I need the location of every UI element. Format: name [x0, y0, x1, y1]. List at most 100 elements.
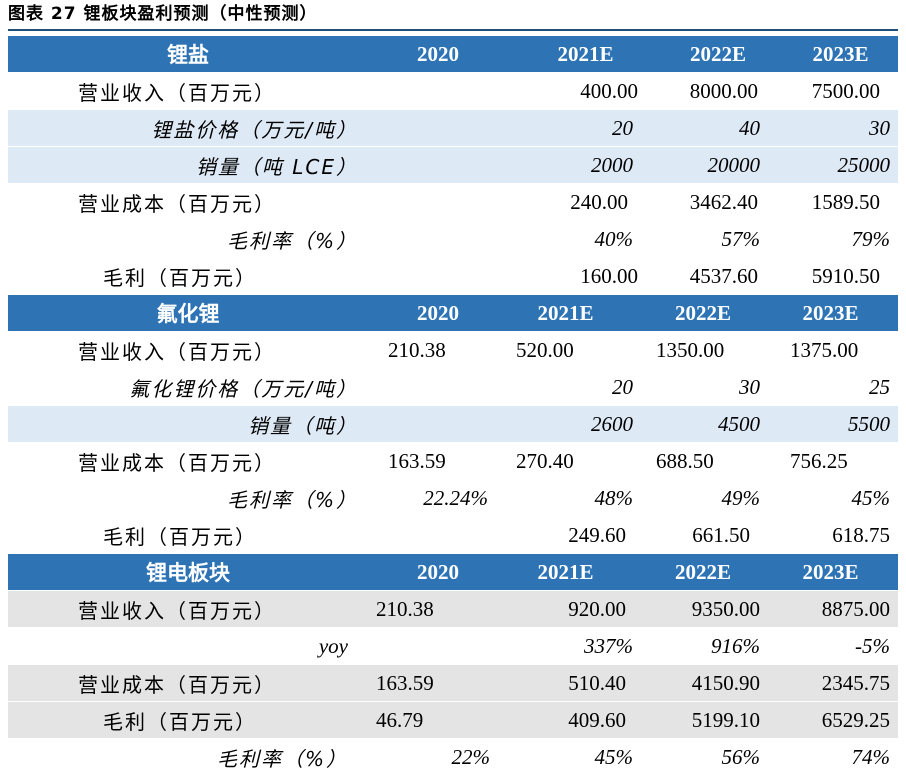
table-row: 营业成本（百万元） 163.59 510.40 4150.90 2345.75: [8, 665, 898, 702]
value-cell: 916%: [711, 633, 760, 658]
value-cell: 400.00: [580, 78, 638, 103]
row-label: 营业成本（百万元）: [78, 450, 276, 475]
year-header: 2020: [417, 41, 459, 66]
row-label: 毛利率（%）: [226, 487, 358, 512]
value-cell: 74%: [851, 744, 891, 769]
title-divider: [8, 29, 898, 31]
section-header-lithium-fluoride: 氟化锂 2020 2021E 2022E 2023E: [8, 295, 898, 332]
value-cell: 7500.00: [811, 78, 880, 103]
section-header-lithium-battery-segment: 锂电板块 2020 2021E 2022E 2023E: [8, 554, 898, 591]
value-cell: 40: [739, 115, 760, 140]
section-title: 锂盐: [167, 43, 209, 67]
row-label: 营业收入（百万元）: [78, 598, 276, 623]
value-cell: 270.40: [516, 448, 574, 473]
value-cell: 756.25: [790, 448, 848, 473]
value-cell: 22%: [451, 744, 491, 769]
table-row: 锂盐价格（万元/吨） 20 40 30: [8, 110, 898, 147]
table-row: 毛利率（%） 40% 57% 79%: [8, 221, 898, 258]
value-cell: 46.79: [376, 707, 424, 732]
table-row: 毛利（百万元） 46.79 409.60 5199.10 6529.25: [8, 702, 898, 739]
year-header: 2021E: [557, 41, 614, 66]
table-row: yoy 337% 916% -5%: [8, 628, 898, 665]
table-row: 销量（吨） 2600 4500 5500: [8, 406, 898, 443]
row-label: 氟化锂价格（万元/吨）: [129, 376, 358, 401]
value-cell: 249.60: [568, 522, 626, 547]
value-cell: 920.00: [568, 596, 626, 621]
year-header: 2021E: [537, 559, 594, 584]
figure-title: 图表 27 锂板块盈利预测（中性预测）: [8, 4, 318, 24]
table-row: 毛利（百万元） 249.60 661.50 618.75: [8, 517, 898, 554]
value-cell: 688.50: [656, 448, 714, 473]
value-cell: 337%: [584, 633, 633, 658]
value-cell: 5199.10: [691, 707, 760, 732]
value-cell: 5910.50: [811, 263, 880, 288]
value-cell: 661.50: [692, 522, 750, 547]
year-header: 2020: [417, 300, 459, 325]
value-cell: 20: [612, 374, 633, 399]
value-cell: 79%: [851, 226, 891, 251]
value-cell: 210.38: [388, 337, 446, 362]
value-cell: 45%: [851, 485, 891, 510]
row-label: yoy: [318, 633, 348, 658]
value-cell: 2600: [591, 411, 633, 436]
section-title: 氟化锂: [156, 302, 220, 326]
table-row: 营业收入（百万元） 210.38 520.00 1350.00 1375.00: [8, 332, 898, 369]
table-row: 氟化锂价格（万元/吨） 20 30 25: [8, 369, 898, 406]
row-label: 销量（吨 LCE）: [195, 154, 358, 179]
value-cell: 30: [869, 115, 890, 140]
value-cell: 56%: [721, 744, 761, 769]
row-label: 营业成本（百万元）: [78, 672, 276, 697]
section-title: 锂电板块: [146, 561, 230, 585]
value-cell: 22.24%: [423, 485, 488, 510]
value-cell: 5500: [848, 411, 890, 436]
row-label: 毛利（百万元）: [103, 709, 257, 734]
row-label: 营业收入（百万元）: [78, 80, 276, 105]
table-row: 营业成本（百万元） 240.00 3462.40 1589.50: [8, 184, 898, 221]
row-label: 营业收入（百万元）: [78, 339, 276, 364]
table-row: 销量（吨 LCE） 2000 20000 25000: [8, 147, 898, 184]
value-cell: 4500: [718, 411, 760, 436]
value-cell: 30: [739, 374, 760, 399]
row-label: 毛利率（%）: [216, 746, 348, 771]
value-cell: 57%: [721, 226, 761, 251]
value-cell: 2345.75: [821, 670, 890, 695]
year-header: 2023E: [802, 300, 859, 325]
value-cell: 163.59: [388, 448, 446, 473]
value-cell: 160.00: [580, 263, 638, 288]
row-label: 毛利（百万元）: [103, 524, 257, 549]
value-cell: 2000: [591, 152, 633, 177]
value-cell: 1350.00: [656, 337, 725, 362]
row-label: 锂盐价格（万元/吨）: [151, 117, 358, 142]
row-label: 营业成本（百万元）: [78, 191, 276, 216]
value-cell: 4537.60: [689, 263, 758, 288]
value-cell: 510.40: [568, 670, 626, 695]
table-row: 营业收入（百万元） 400.00 8000.00 7500.00: [8, 73, 898, 110]
value-cell: 210.38: [376, 596, 434, 621]
value-cell: 1589.50: [811, 189, 880, 214]
value-cell: 3462.40: [689, 189, 758, 214]
value-cell: 45%: [594, 744, 634, 769]
year-header: 2022E: [674, 559, 731, 584]
forecast-table: 锂盐 2020 2021E 2022E 2023E 营业收入（百万元） 400.…: [8, 36, 898, 776]
table-row: 毛利率（%） 22.24% 48% 49% 45%: [8, 480, 898, 517]
year-header: 2023E: [802, 559, 859, 584]
table-row: 毛利（百万元） 160.00 4537.60 5910.50: [8, 258, 898, 295]
row-label: 毛利（百万元）: [103, 265, 257, 290]
row-label: 销量（吨）: [248, 413, 358, 438]
table-row: 营业收入（百万元） 210.38 920.00 9350.00 8875.00: [8, 591, 898, 628]
value-cell: 1375.00: [790, 337, 859, 362]
year-header: 2021E: [537, 300, 594, 325]
row-label: 毛利率（%）: [226, 228, 358, 253]
year-header: 2022E: [674, 300, 731, 325]
table-row: 毛利率（%） 22% 45% 56% 74%: [8, 739, 898, 776]
value-cell: 49%: [721, 485, 761, 510]
value-cell: 48%: [594, 485, 634, 510]
value-cell: 163.59: [376, 670, 434, 695]
value-cell: 618.75: [832, 522, 890, 547]
section-header-lithium-salt: 锂盐 2020 2021E 2022E 2023E: [8, 36, 898, 73]
value-cell: 25: [869, 374, 890, 399]
value-cell: 8875.00: [821, 596, 890, 621]
value-cell: 520.00: [516, 337, 574, 362]
value-cell: 40%: [594, 226, 634, 251]
year-header: 2020: [417, 559, 459, 584]
